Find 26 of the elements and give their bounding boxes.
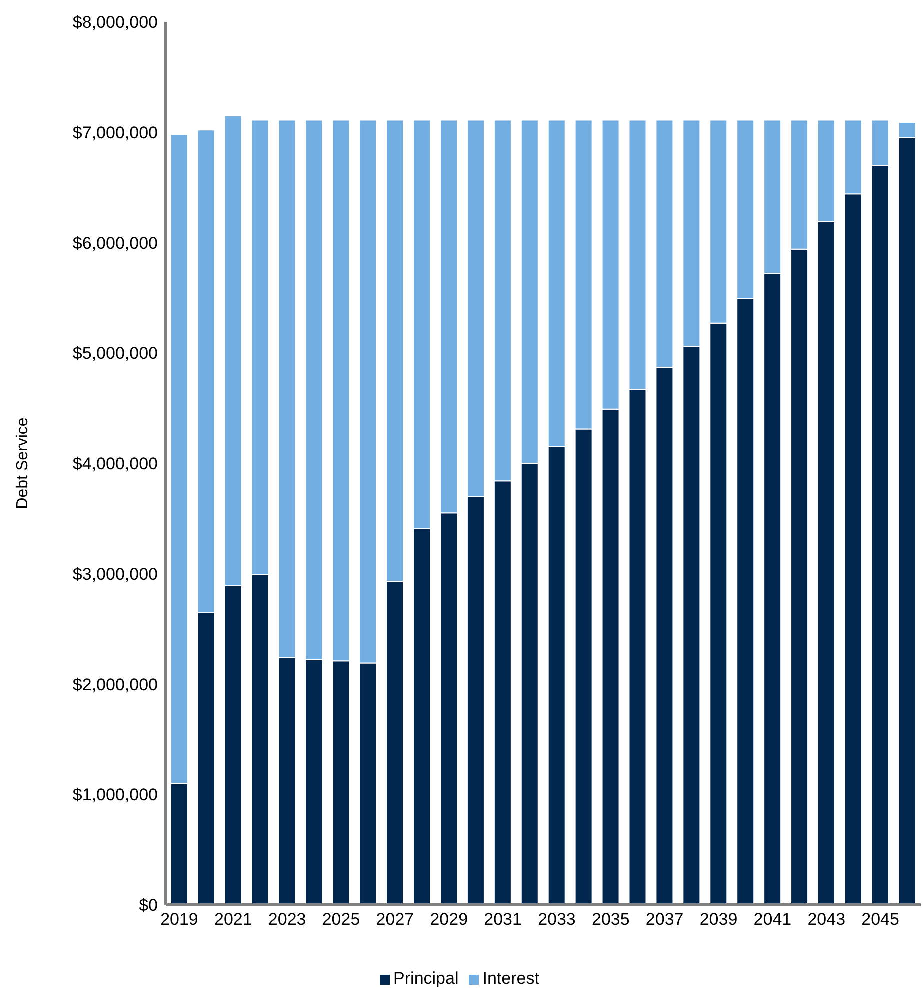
y-tick-label: $1,000,000 [72,786,158,805]
y-axis-title: Debt Service [14,418,32,510]
legend-label: Principal [394,969,459,988]
y-tick-label: $3,000,000 [72,564,158,584]
y-tick-label: $4,000,000 [72,454,158,474]
x-tick-label: 2021 [214,910,252,930]
y-tick-label: $5,000,000 [72,344,158,364]
legend-label: Interest [482,969,540,988]
x-tick-label: 2027 [376,910,414,930]
x-tick-label: 2045 [862,910,900,930]
y-tick-label: $6,000,000 [72,234,158,253]
x-tick-label: 2037 [646,910,684,930]
y-tick-label: $8,000,000 [72,13,158,32]
x-tick-label: 2043 [808,910,846,930]
x-tick-label: 2019 [160,910,198,930]
x-tick-label: 2025 [322,910,360,930]
x-tick-label: 2023 [268,910,306,930]
y-tick-label: $7,000,000 [72,123,158,142]
y-tick-label: $2,000,000 [72,675,158,694]
y-tick-label: $0 [139,896,158,916]
x-tick-label: 2031 [484,910,522,930]
x-tick-label: 2041 [754,910,792,930]
x-tick-label: 2029 [430,910,468,930]
x-tick-label: 2033 [538,910,576,930]
x-tick-label: 2035 [592,910,630,930]
x-tick-label: 2039 [700,910,738,930]
